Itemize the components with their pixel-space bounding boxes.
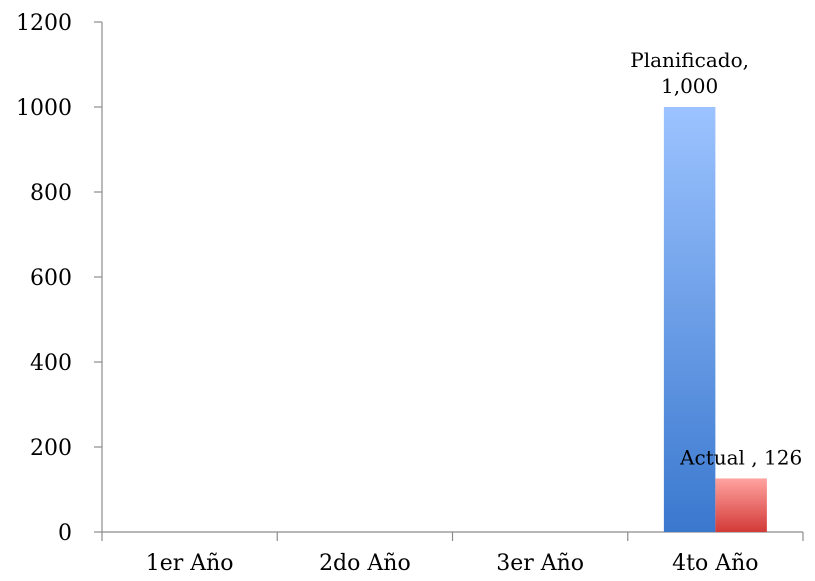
bar-actual-4to-año	[715, 478, 767, 532]
data-label-actual: Actual , 126	[679, 445, 802, 469]
labels: Planificado,1,000 Actual , 126	[630, 48, 802, 469]
data-label-planificado: 1,000	[661, 74, 718, 98]
y-tick-label: 200	[30, 436, 72, 461]
x-tick-label: 3er Año	[496, 551, 584, 576]
y-tick-label: 1000	[16, 96, 72, 121]
x-tick-label: 1er Año	[146, 551, 234, 576]
data-label-planificado: Planificado,	[630, 48, 749, 72]
y-tick-label: 1200	[16, 11, 72, 36]
x-tick-label: 2do Año	[319, 551, 411, 576]
y-tick-label: 400	[30, 351, 72, 376]
y-tick-label: 800	[30, 181, 72, 206]
y-tick-label: 600	[30, 266, 72, 291]
y-tick-label: 0	[58, 521, 72, 546]
x-tick-label: 4to Año	[672, 551, 758, 576]
